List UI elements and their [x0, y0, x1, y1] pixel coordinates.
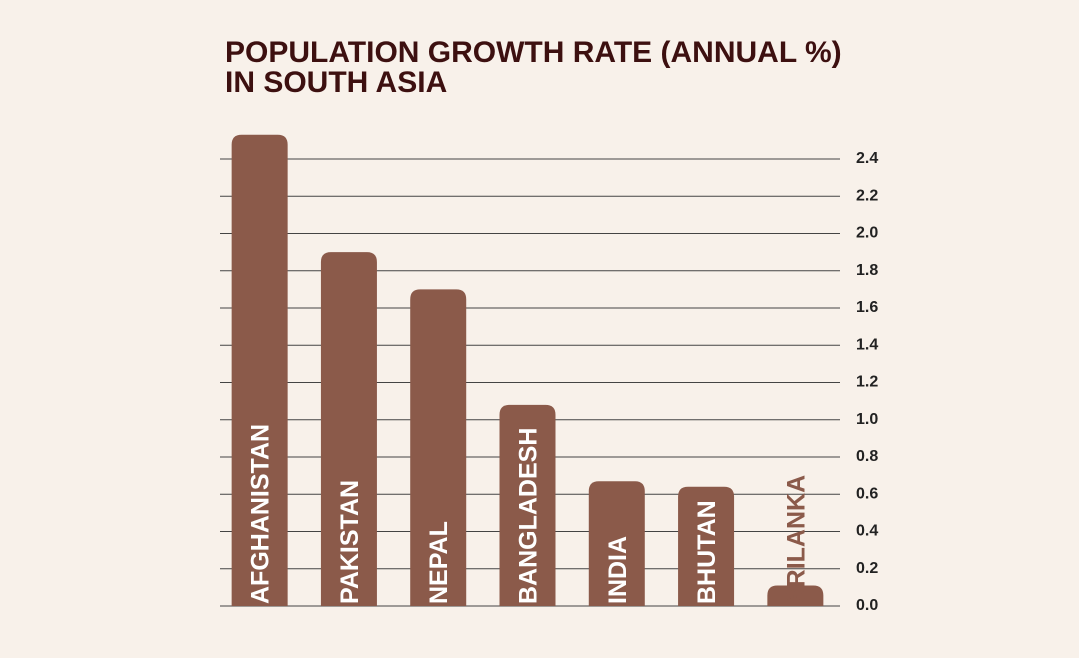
bar: [767, 585, 824, 606]
category-label: BHUTAN: [693, 500, 721, 604]
bar: [320, 252, 377, 606]
bar: [499, 404, 556, 606]
y-tick-label: 2.4: [856, 150, 878, 167]
y-tick-label: 2.0: [856, 225, 878, 242]
y-tick-label: 2.2: [856, 187, 878, 204]
bar: [588, 481, 645, 606]
category-label: PAKISTAN: [336, 480, 364, 604]
category-label: INDIA: [604, 536, 632, 604]
y-tick-label: 1.4: [856, 336, 878, 353]
y-tick-label: 0.6: [856, 485, 878, 502]
y-tick-label: 0.2: [856, 560, 878, 577]
y-tick-label: 0.4: [856, 523, 878, 540]
y-tick-label: 1.2: [856, 374, 878, 391]
chart-title: IN SOUTH ASIA: [225, 66, 447, 99]
category-label: NEPAL: [425, 521, 453, 604]
bar: [678, 486, 735, 606]
category-label: BANGLADESH: [515, 428, 543, 604]
category-label: AFGHANISTAN: [247, 424, 275, 604]
bar: [231, 134, 288, 606]
y-tick-label: 1.6: [856, 299, 878, 316]
y-tick-label: 0.8: [856, 448, 878, 465]
chart-title: POPULATION GROWTH RATE (ANNUAL %): [225, 36, 842, 69]
bar: [410, 289, 467, 606]
y-tick-label: 1.8: [856, 262, 878, 279]
y-tick-label: 0.0: [856, 597, 878, 614]
y-tick-label: 1.0: [856, 411, 878, 428]
category-label: SRILANKA: [782, 475, 810, 604]
